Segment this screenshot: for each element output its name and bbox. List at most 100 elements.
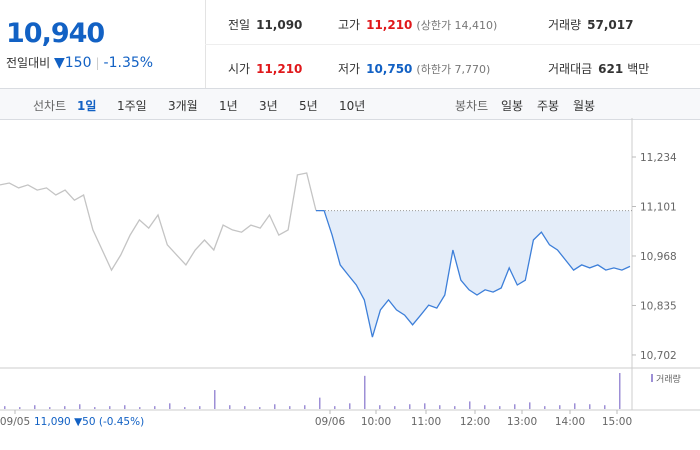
tab[interactable]: 3개월 — [168, 99, 198, 113]
volume-bar — [124, 405, 126, 409]
volume-bar — [559, 405, 561, 409]
y-tick-label: 10,835 — [640, 300, 677, 312]
volume-bar — [49, 407, 51, 409]
volume-bar — [604, 405, 606, 409]
stat-note: (하한가 7,770) — [416, 63, 491, 76]
stat-value: 11,210 — [366, 18, 413, 32]
tab[interactable]: 주봉 — [537, 99, 560, 113]
volume-bar — [19, 407, 21, 409]
volume-bar — [334, 406, 336, 409]
volume-bar — [454, 406, 456, 409]
change: 전일대비 ▼150 | -1.35% — [6, 55, 154, 71]
tab-group-label: 선차트 — [33, 99, 67, 113]
price-line — [0, 172, 317, 272]
y-tick-label: 11,101 — [640, 201, 677, 213]
volume-bar — [274, 404, 276, 409]
y-tick-label: 10,968 — [640, 251, 677, 263]
stat: 시가 11,210 — [228, 60, 302, 77]
x-tick-label: 15:00 — [602, 416, 632, 428]
stat-label: 전일 — [228, 18, 251, 32]
x-tick-label: 13:00 — [507, 416, 537, 428]
volume-bar — [34, 405, 36, 409]
volume-bar — [319, 397, 321, 409]
volume-bar — [544, 406, 546, 409]
x-tick-label: 14:00 — [555, 416, 585, 428]
tab[interactable]: 1일 — [77, 99, 97, 113]
tab[interactable]: 1주일 — [117, 99, 147, 113]
volume-bar — [184, 407, 186, 409]
volume-bar — [379, 405, 381, 409]
x-tick-label: 09/05 — [0, 416, 30, 428]
stat-label: 시가 — [228, 62, 251, 76]
volume-bar — [589, 404, 591, 409]
stat-label: 거래대금 — [548, 62, 593, 76]
area — [316, 210, 630, 338]
volume-bar — [469, 401, 471, 409]
tab[interactable]: 월봉 — [573, 99, 596, 113]
stat-value: 11,210 — [256, 62, 303, 76]
volume-bar — [484, 405, 486, 409]
volume-bar — [109, 406, 111, 409]
x-tick-label: 12:00 — [460, 416, 490, 428]
x-tick-label: 10:00 — [361, 416, 391, 428]
stat-label: 고가 — [338, 18, 361, 32]
volume-bar — [79, 404, 81, 409]
price-line — [316, 209, 631, 338]
volume-bar — [364, 375, 366, 409]
volume-bar — [229, 405, 231, 409]
stat-unit: 백만 — [627, 62, 650, 76]
tab[interactable]: 3년 — [259, 99, 278, 113]
legend-label: 거래량 — [656, 373, 681, 385]
volume-bar — [439, 405, 441, 409]
stat-note: (상한가 14,410) — [416, 19, 498, 32]
volume-bar — [94, 407, 96, 409]
change-value: ▼150 — [54, 55, 92, 71]
stat: 거래대금 621 백만 — [548, 60, 649, 77]
stat: 저가 10,750 (하한가 7,770) — [338, 60, 490, 77]
stat: 전일 11,090 — [228, 16, 302, 33]
tab-group-label: 봉차트 — [455, 99, 489, 113]
divider — [205, 44, 700, 45]
stat: 거래량 57,017 — [548, 16, 633, 33]
stat-value: 621 — [598, 62, 624, 76]
volume-bar — [619, 373, 621, 409]
x-tick-label: 09/06 — [315, 416, 346, 428]
x-tick-label: 11:00 — [411, 416, 441, 428]
price: 10,940 — [6, 18, 105, 49]
stat-value: 57,017 — [587, 18, 634, 32]
volume-bar — [154, 406, 156, 409]
volume-bar — [199, 406, 201, 409]
stat-value: 11,090 — [256, 18, 303, 32]
change-label: 전일대비 — [6, 56, 51, 70]
volume-bar — [394, 406, 396, 409]
volume-bar — [424, 403, 426, 409]
volume-bar — [139, 407, 141, 409]
stat-label: 저가 — [338, 62, 361, 76]
stat: 고가 11,210 (상한가 14,410) — [338, 16, 497, 33]
volume-bar — [289, 406, 291, 409]
prev-day-summary: 11,090 ▼50 (-0.45%) — [34, 416, 144, 428]
stat-value: 10,750 — [366, 62, 413, 76]
volume-bar — [169, 403, 171, 409]
volume-bar — [409, 404, 411, 409]
y-tick-label: 11,234 — [640, 152, 677, 164]
tab[interactable]: 일봉 — [501, 99, 524, 113]
volume-bar — [304, 405, 306, 409]
stat-label: 거래량 — [548, 18, 582, 32]
y-tick-label: 10,702 — [640, 350, 677, 362]
volume-bar — [64, 406, 66, 409]
change-rate: -1.35% — [103, 55, 154, 71]
tab[interactable]: 5년 — [299, 99, 318, 113]
volume-bar — [529, 402, 531, 409]
volume-bar — [499, 406, 501, 409]
volume-bar — [514, 404, 516, 409]
volume-bar — [4, 406, 6, 409]
tab-bar: 선차트 1일 1주일 3개월 1년 3년 5년 10년 봉차트 일봉 주봉 월봉 — [0, 88, 700, 120]
volume-bar — [214, 390, 216, 409]
volume-bar — [574, 403, 576, 409]
volume-bar — [259, 407, 261, 409]
volume-bar — [244, 406, 246, 409]
volume-bar — [349, 403, 351, 409]
tab[interactable]: 1년 — [219, 99, 238, 113]
tab[interactable]: 10년 — [339, 99, 366, 113]
